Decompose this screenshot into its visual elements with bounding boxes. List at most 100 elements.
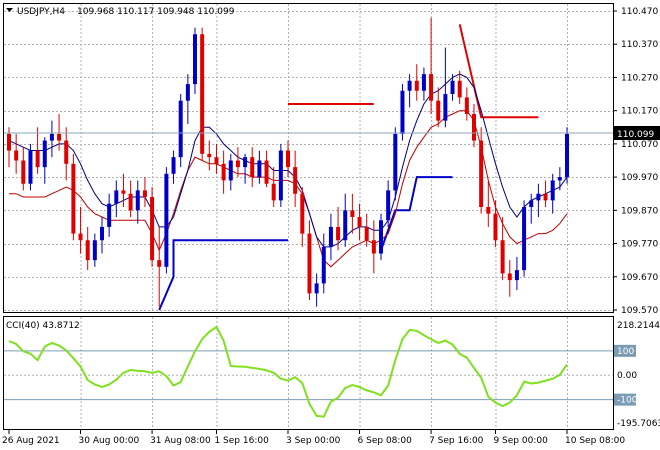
candle-down bbox=[364, 226, 369, 241]
time-axis-label: 9 Sep 00:00 bbox=[493, 436, 548, 446]
candle-down bbox=[64, 140, 69, 164]
price-axis-label: 109.670 bbox=[621, 273, 658, 283]
time-axis-label: 10 Sep 08:00 bbox=[565, 436, 625, 446]
candle-up bbox=[400, 90, 405, 134]
candle-up bbox=[257, 160, 262, 178]
time-axis-label: 3 Sep 00:00 bbox=[286, 436, 341, 446]
candle-down bbox=[14, 150, 19, 161]
candle-up bbox=[228, 160, 233, 181]
candle-down bbox=[507, 273, 512, 281]
cci-panel-frame bbox=[3, 316, 614, 430]
candle-down bbox=[35, 150, 40, 168]
candle-down bbox=[429, 74, 434, 101]
price-axis-label: 110.070 bbox=[621, 140, 658, 150]
price-axis-label: 110.370 bbox=[621, 40, 658, 50]
candle-down bbox=[486, 207, 491, 214]
candle-down bbox=[307, 233, 312, 294]
candlesticks bbox=[7, 17, 569, 307]
candle-up bbox=[529, 200, 534, 208]
current-price-tag-bg bbox=[614, 126, 660, 140]
candle-down bbox=[250, 157, 255, 178]
candle-down bbox=[207, 153, 212, 158]
cci-level-tag bbox=[614, 369, 636, 382]
candle-up bbox=[379, 220, 383, 254]
time-axis: 26 Aug 2021 30 Aug 00:00 31 Aug 08:00 1 Sep… bbox=[2, 430, 625, 446]
candle-down bbox=[78, 233, 83, 241]
candle-down bbox=[350, 210, 355, 217]
candle-down bbox=[493, 213, 498, 241]
candle-up bbox=[100, 226, 104, 241]
candle-up bbox=[278, 150, 283, 201]
cci-axis-label: 0.00 bbox=[617, 371, 637, 381]
signal-line bbox=[158, 239, 288, 311]
candle-up bbox=[565, 133, 569, 178]
candle-down bbox=[286, 150, 290, 168]
candle-up bbox=[42, 140, 47, 168]
cci-axis-label: -100 bbox=[617, 396, 638, 406]
candle-down bbox=[271, 183, 276, 201]
candle-up bbox=[107, 203, 112, 227]
candle-down bbox=[21, 160, 26, 184]
price-axis-label: 110.270 bbox=[621, 73, 658, 83]
time-axis-label: 31 Aug 08:00 bbox=[150, 436, 211, 446]
candle-down bbox=[500, 240, 505, 274]
price-panel-title: USDJPY,H4 bbox=[17, 7, 65, 17]
candle-down bbox=[264, 160, 269, 184]
candle-up bbox=[386, 190, 391, 221]
signal-line bbox=[380, 176, 453, 251]
time-axis-label: 6 Sep 08:00 bbox=[358, 436, 413, 446]
chart-menu-arrow[interactable] bbox=[6, 8, 13, 12]
candle-up bbox=[557, 177, 562, 181]
candle-up bbox=[328, 226, 333, 247]
candle-down bbox=[457, 80, 462, 98]
candle-down bbox=[371, 240, 376, 254]
candle-down bbox=[57, 133, 62, 141]
candle-up bbox=[536, 193, 541, 201]
candle-down bbox=[85, 240, 90, 261]
time-axis-label: 7 Sep 16:00 bbox=[429, 436, 484, 446]
cci-axis: 218.2144 100 0.00 -100 -195.7063 bbox=[614, 321, 660, 429]
candle-up bbox=[164, 173, 169, 267]
cci-panel-title: CCI(40) 43.8712 bbox=[6, 321, 80, 331]
cci-axis-label: 218.2144 bbox=[617, 321, 660, 331]
candle-up bbox=[407, 80, 412, 91]
candle-up bbox=[243, 157, 248, 168]
ohlc-readout: 109.968 110.117 109.948 110.099 bbox=[77, 7, 235, 17]
candle-down bbox=[436, 100, 441, 121]
price-axis-label: 109.970 bbox=[621, 173, 658, 183]
signal-lines bbox=[158, 24, 539, 311]
time-axis-label: 30 Aug 00:00 bbox=[79, 436, 140, 446]
candle-down bbox=[214, 157, 219, 164]
candle-up bbox=[321, 246, 326, 284]
candle-up bbox=[343, 210, 348, 241]
price-axis-label: 109.870 bbox=[621, 206, 658, 216]
cci-series bbox=[8, 325, 568, 418]
candle-down bbox=[7, 133, 11, 151]
cci-axis-label: -195.7063 bbox=[617, 419, 660, 429]
candle-up bbox=[514, 270, 519, 281]
current-price-tag: 110.099 bbox=[617, 130, 654, 140]
candle-up bbox=[193, 34, 197, 85]
cci-level-tag bbox=[614, 393, 636, 406]
signal-line bbox=[458, 24, 539, 119]
candle-down bbox=[293, 167, 298, 194]
time-axis-label: 26 Aug 2021 bbox=[2, 436, 60, 446]
price-axis-label: 110.170 bbox=[621, 107, 658, 117]
candle-up bbox=[550, 180, 555, 201]
candle-down bbox=[414, 80, 419, 91]
cci-line bbox=[8, 325, 568, 418]
candle-up bbox=[171, 157, 176, 174]
candle-up bbox=[421, 74, 426, 91]
candle-up bbox=[393, 133, 398, 191]
candle-down bbox=[150, 197, 155, 261]
candle-down bbox=[472, 113, 476, 141]
candle-up bbox=[443, 94, 448, 121]
candle-down bbox=[142, 190, 147, 198]
candle-down bbox=[464, 97, 469, 114]
candle-up bbox=[49, 133, 54, 141]
price-axis-label: 110.470 bbox=[621, 7, 658, 17]
candle-up bbox=[92, 240, 97, 261]
candle-down bbox=[221, 163, 226, 181]
price-axis: 110.470 110.370 110.270 110.170 110.070 109.9… bbox=[613, 7, 658, 316]
